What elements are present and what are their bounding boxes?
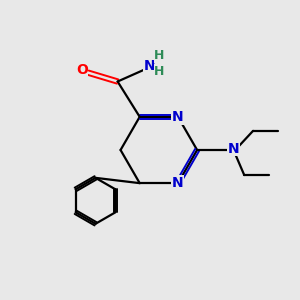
Text: H: H xyxy=(154,65,165,78)
Text: N: N xyxy=(227,142,239,155)
Text: N: N xyxy=(144,59,156,73)
Text: N: N xyxy=(172,176,184,190)
Text: H: H xyxy=(154,49,165,62)
Text: N: N xyxy=(172,110,184,124)
Text: O: O xyxy=(76,63,88,77)
